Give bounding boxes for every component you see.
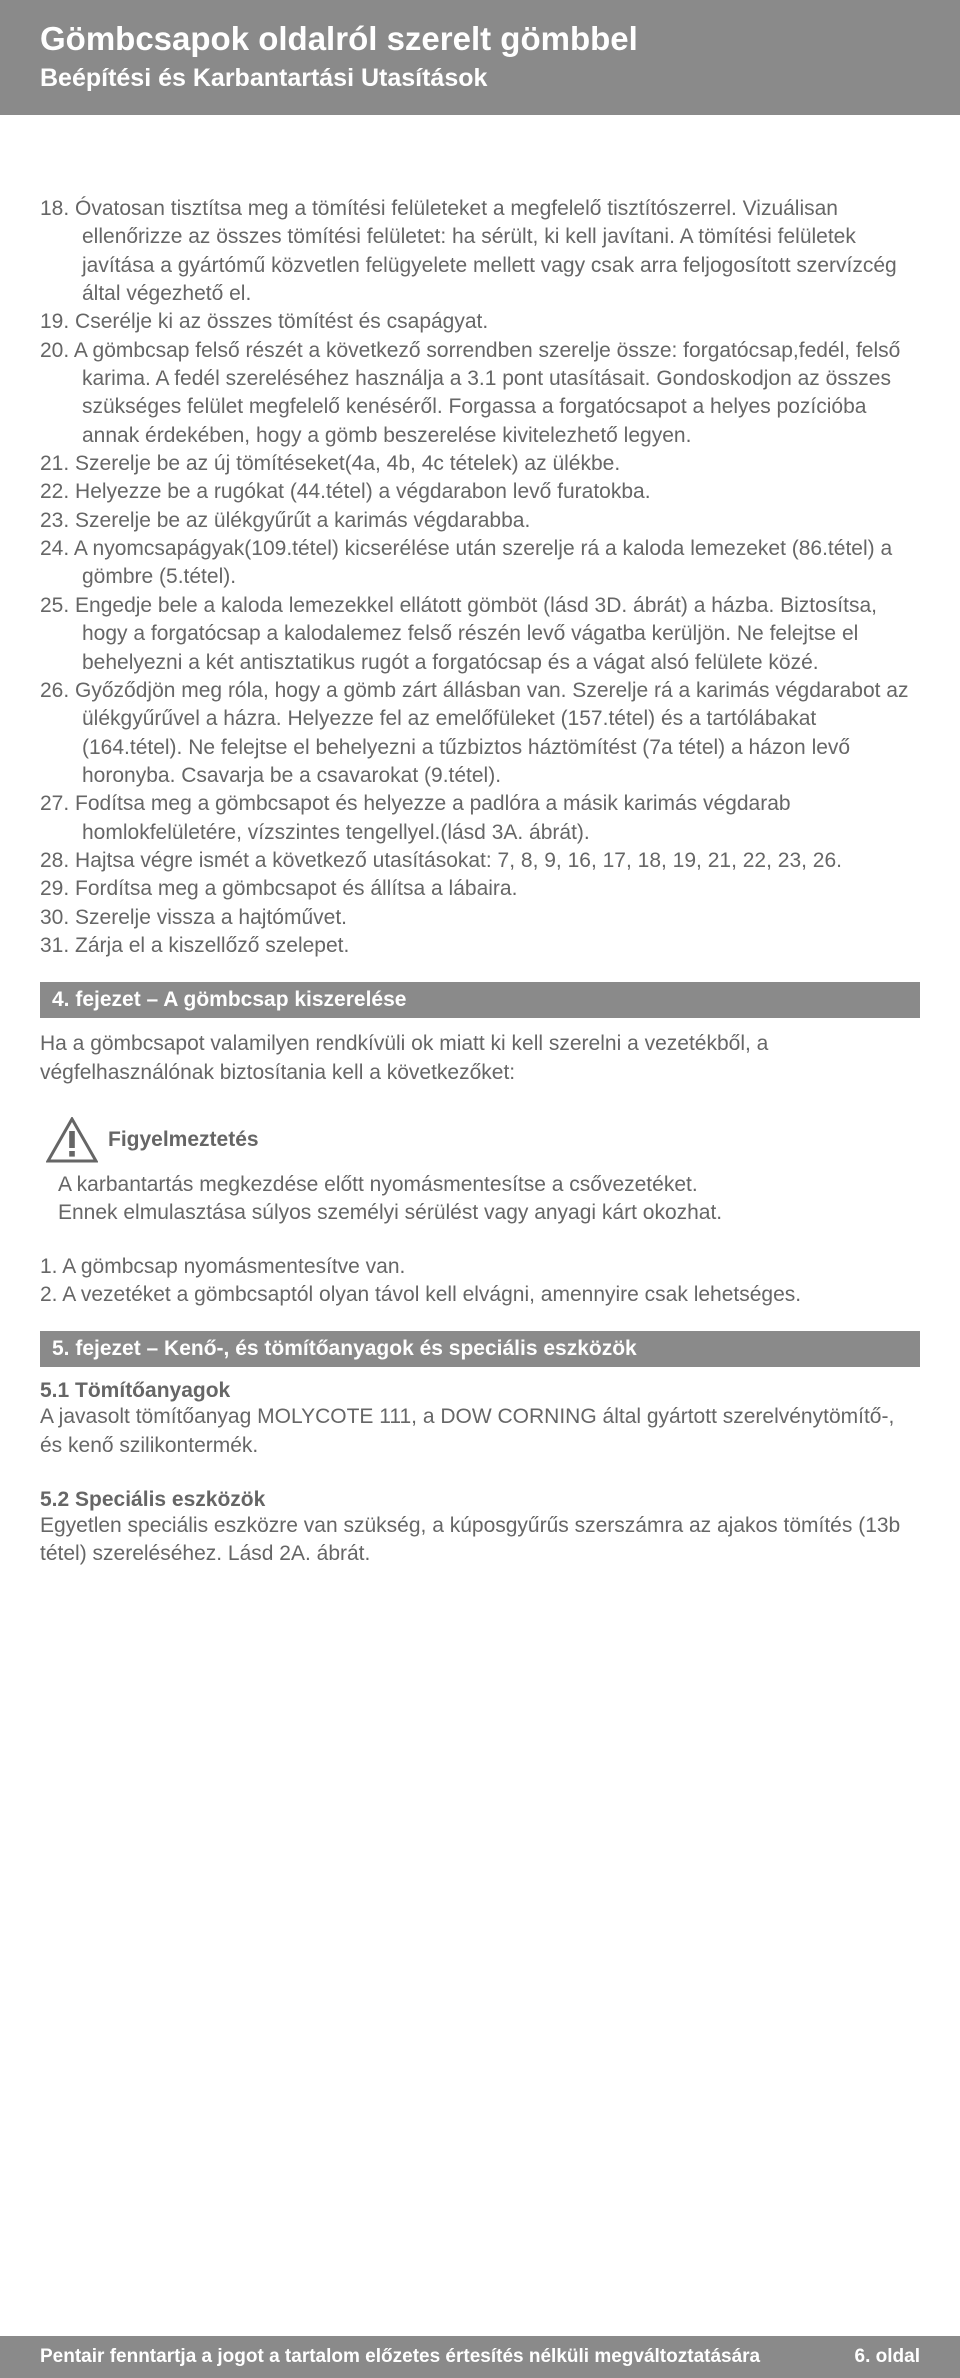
step-21: 21. Szerelje be az új tömítéseket(4a, 4b…: [40, 450, 920, 478]
step-24: 24. A nyomcsapágyak(109.tétel) kicserélé…: [40, 535, 920, 592]
instruction-list: 18. Óvatosan tisztítsa meg a tömítési fe…: [40, 195, 920, 960]
warning-line-1: A karbantartás megkezdése előtt nyomásme…: [58, 1171, 920, 1199]
step-26: 26. Győződjön meg róla, hogy a gömb zárt…: [40, 677, 920, 790]
page-footer: Pentair fenntartja a jogot a tartalom el…: [0, 2336, 960, 2378]
section-5-heading: 5. fejezet – Kenő-, és tömítőanyagok és …: [40, 1331, 920, 1367]
step-23: 23. Szerelje be az ülékgyűrűt a karimás …: [40, 507, 920, 535]
content-area: 18. Óvatosan tisztítsa meg a tömítési fe…: [0, 115, 960, 1599]
step-31: 31. Zárja el a kiszellőző szelepet.: [40, 932, 920, 960]
section-5-1-title: 5.1 Tömítőanyagok: [40, 1379, 920, 1403]
step-25: 25. Engedje bele a kaloda lemezekkel ell…: [40, 592, 920, 677]
section-5-1-body: A javasolt tömítőanyag MOLYCOTE 111, a D…: [40, 1403, 920, 1460]
step-27: 27. Fodítsa meg a gömbcsapot és helyezze…: [40, 790, 920, 847]
step-19: 19. Cserélje ki az összes tömítést és cs…: [40, 308, 920, 336]
warning-icon: [46, 1117, 98, 1163]
s4-point-2: 2. A vezetéket a gömbcsaptól olyan távol…: [40, 1281, 920, 1309]
section-4-list: 1. A gömbcsap nyomásmentesítve van. 2. A…: [40, 1253, 920, 1310]
step-18: 18. Óvatosan tisztítsa meg a tömítési fe…: [40, 195, 920, 308]
warning-title: Figyelmeztetés: [108, 1128, 259, 1152]
section-5-2-title: 5.2 Speciális eszközök: [40, 1488, 920, 1512]
warning-title-row: Figyelmeztetés: [40, 1117, 920, 1163]
doc-title: Gömbcsapok oldalról szerelt gömbbel: [40, 20, 920, 58]
section-4-intro: Ha a gömbcsapot valamilyen rendkívüli ok…: [40, 1030, 920, 1087]
footer-page-number: 6. oldal: [855, 2346, 920, 2368]
section-4-heading: 4. fejezet – A gömbcsap kiszerelése: [40, 982, 920, 1018]
step-29: 29. Fordítsa meg a gömbcsapot és állítsa…: [40, 875, 920, 903]
document-page: Gömbcsapok oldalról szerelt gömbbel Beép…: [0, 0, 960, 2378]
step-22: 22. Helyezze be a rugókat (44.tétel) a v…: [40, 478, 920, 506]
step-20: 20. A gömbcsap felső részét a következő …: [40, 337, 920, 450]
step-30: 30. Szerelje vissza a hajtóművet.: [40, 904, 920, 932]
warning-box: Figyelmeztetés A karbantartás megkezdése…: [40, 1117, 920, 1228]
s4-point-1: 1. A gömbcsap nyomásmentesítve van.: [40, 1253, 920, 1281]
step-28: 28. Hajtsa végre ismét a következő utasí…: [40, 847, 920, 875]
warning-line-2: Ennek elmulasztása súlyos személyi sérül…: [58, 1199, 920, 1227]
page-header: Gömbcsapok oldalról szerelt gömbbel Beép…: [0, 0, 960, 115]
warning-body: A karbantartás megkezdése előtt nyomásme…: [40, 1171, 920, 1228]
footer-left-text: Pentair fenntartja a jogot a tartalom el…: [40, 2346, 760, 2368]
doc-subtitle: Beépítési és Karbantartási Utasítások: [40, 64, 920, 93]
section-5-2-body: Egyetlen speciális eszközre van szükség,…: [40, 1512, 920, 1569]
